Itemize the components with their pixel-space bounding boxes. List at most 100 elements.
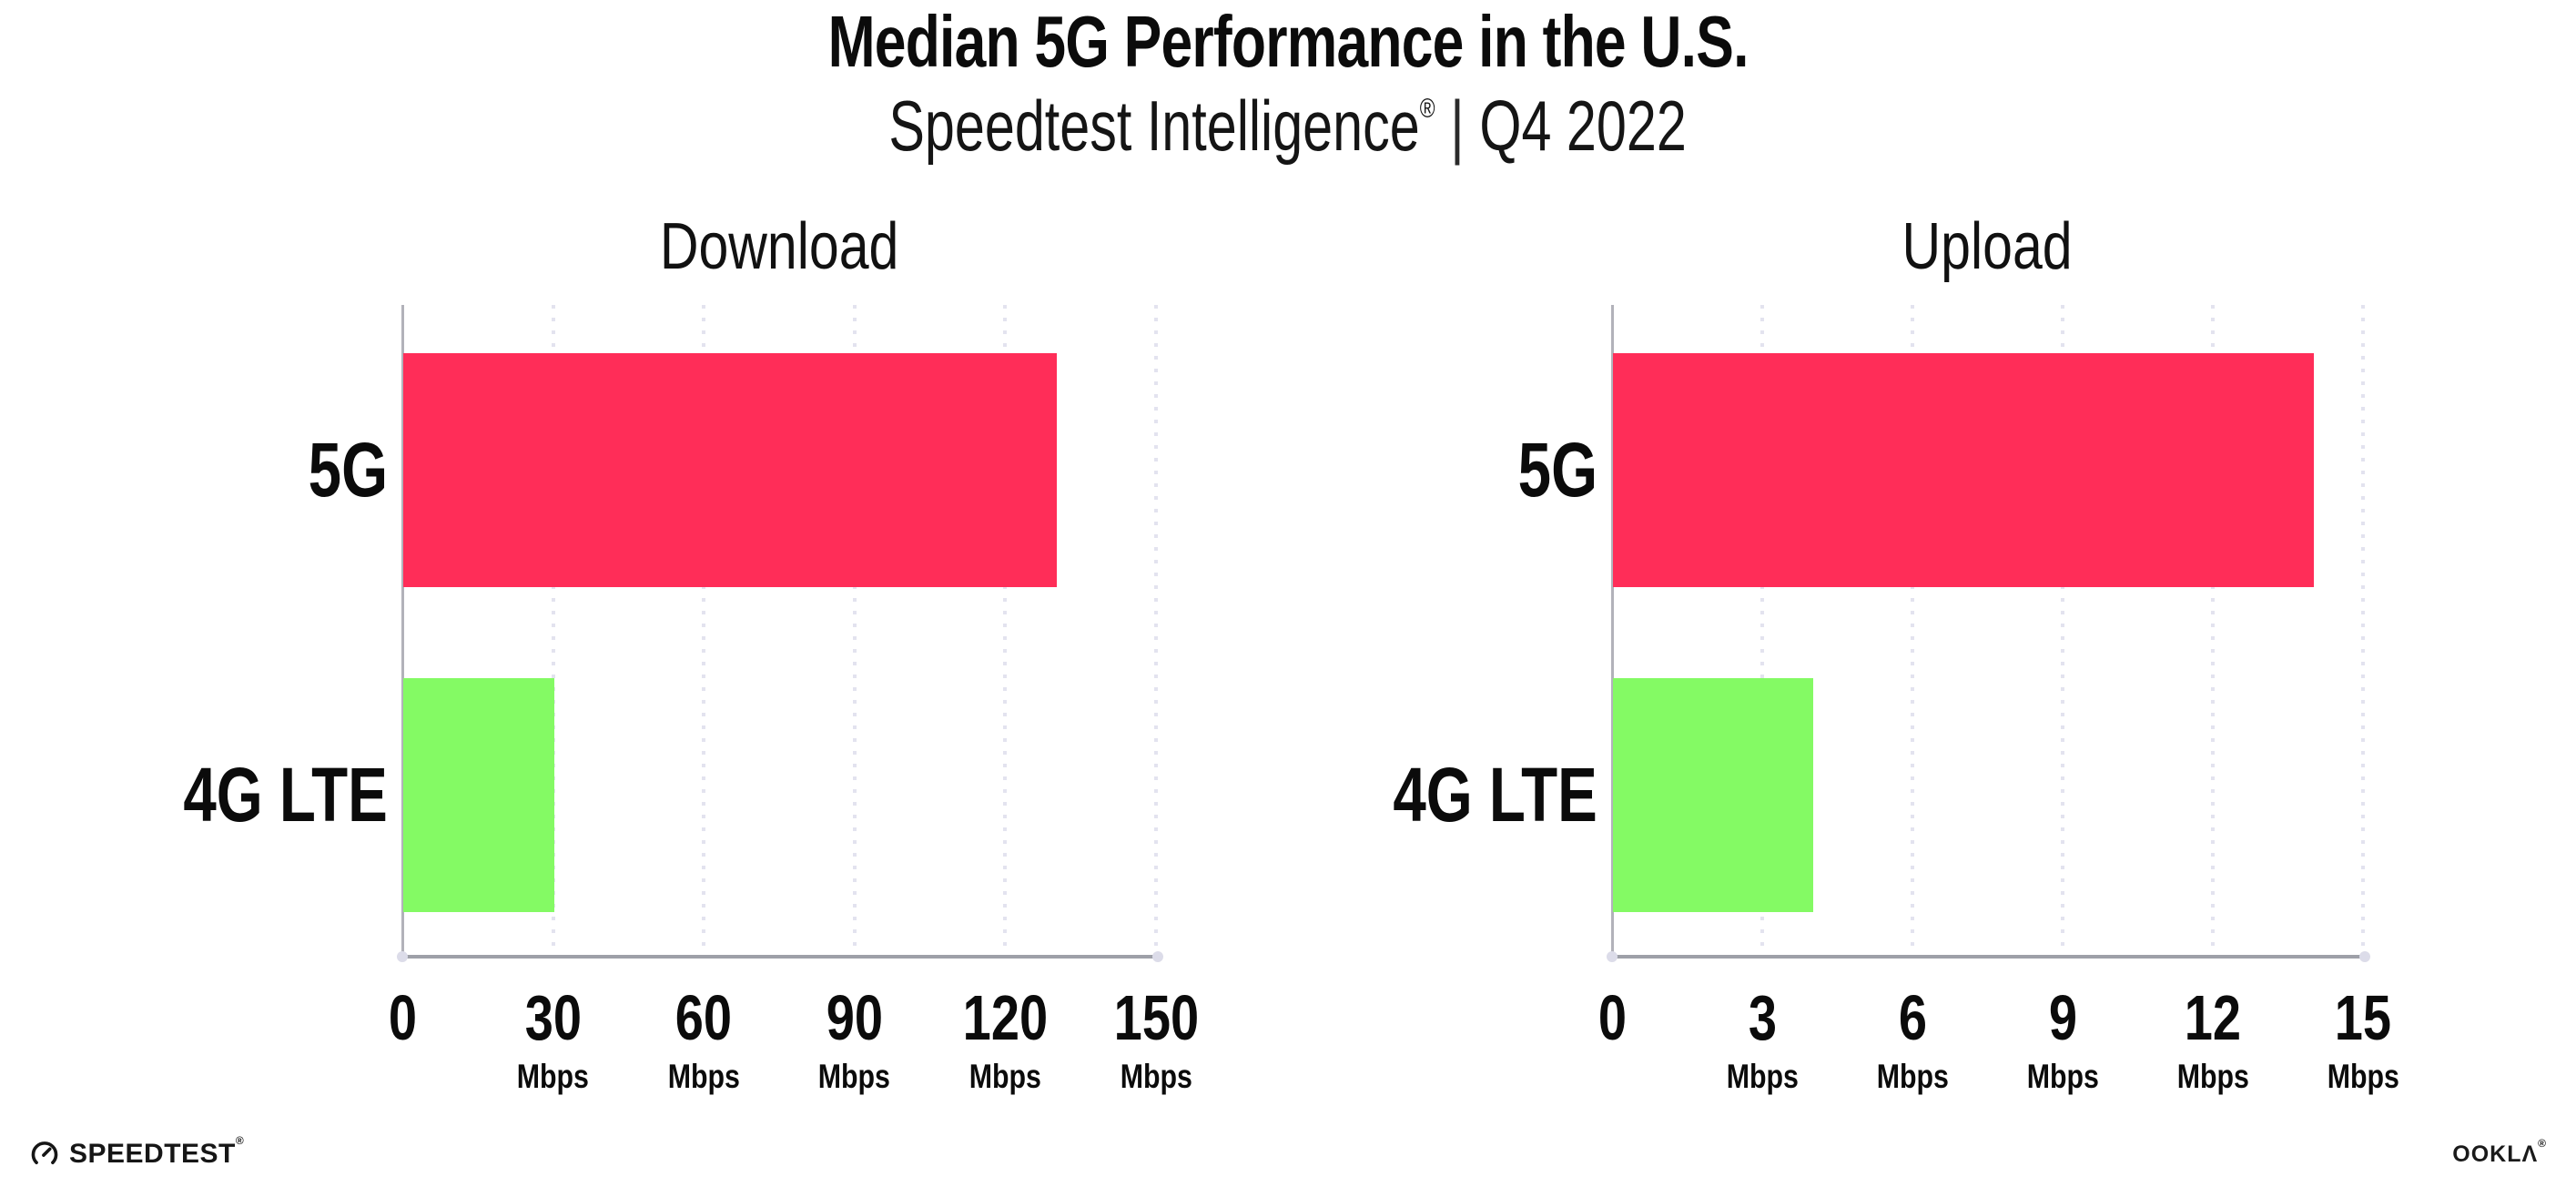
x-tick-unit: Mbps — [2140, 1060, 2286, 1093]
category-label: 5G — [1517, 427, 1597, 512]
gridline — [551, 305, 555, 957]
x-tick-unit: Mbps — [1083, 1060, 1229, 1093]
speedtest-logo: SPEEDTEST® — [30, 1135, 244, 1169]
gridline — [1003, 305, 1008, 957]
x-tick-unit-text: Mbps — [516, 1058, 590, 1095]
subtitle-separator: | — [1450, 86, 1465, 166]
speedtest-logo-text: SPEEDTEST® — [69, 1135, 244, 1169]
category-label: 5G — [308, 427, 388, 512]
x-tick-value: 3 — [1689, 986, 1835, 1050]
x-tick-value-text: 12 — [2184, 982, 2242, 1053]
x-tick-label: 90 Mbps — [782, 986, 928, 1093]
x-tick-label: 120 Mbps — [932, 986, 1078, 1093]
ookla-wordmark: OOKLΛ — [2452, 1141, 2539, 1167]
chart-title: Upload — [1612, 214, 2363, 279]
x-tick-value-text: 3 — [1748, 982, 1777, 1053]
x-tick-value-text: 90 — [826, 982, 883, 1053]
x-tick-label: 150 Mbps — [1083, 986, 1229, 1093]
upload-chart-plot: Upload 0 3 Mbps 6 Mbps 9 Mbps 12 Mbps 15 Mbps 5G 4G L… — [1394, 214, 2399, 1093]
x-tick-label: 6 Mbps — [1840, 986, 1985, 1093]
x-tick-unit: Mbps — [1689, 1060, 1835, 1093]
bar-4g-lte — [1613, 678, 1813, 912]
x-axis-end-dot — [2359, 951, 2370, 962]
x-tick-label: 3 Mbps — [1689, 986, 1835, 1093]
subtitle-period: Q4 2022 — [1479, 86, 1688, 166]
y-axis-line — [1611, 305, 1614, 959]
y-axis-line — [401, 305, 404, 959]
x-tick-unit: Mbps — [1840, 1060, 1985, 1093]
x-tick-value: 150 — [1083, 986, 1229, 1050]
bar-4g-lte — [403, 678, 554, 912]
x-tick-value: 0 — [1539, 986, 1685, 1050]
x-tick-label: 9 Mbps — [1990, 986, 2135, 1093]
x-tick-label: 15 Mbps — [2290, 986, 2436, 1093]
x-tick-unit: Mbps — [2290, 1060, 2436, 1093]
x-tick-value: 90 — [782, 986, 928, 1050]
x-tick-unit-text: Mbps — [1726, 1058, 1799, 1095]
x-tick-unit-text: Mbps — [667, 1058, 740, 1095]
gridline — [2211, 305, 2215, 957]
x-tick-unit-text: Mbps — [2327, 1058, 2399, 1095]
x-tick-unit-text: Mbps — [2026, 1058, 2099, 1095]
x-tick-value-text: 120 — [962, 982, 1049, 1053]
x-tick-unit-text: Mbps — [969, 1058, 1041, 1095]
bar-5g — [1613, 353, 2314, 587]
x-tick-value: 0 — [330, 986, 475, 1050]
x-tick-label: 30 Mbps — [481, 986, 626, 1093]
page-title: Median 5G Performance in the U.S. — [0, 4, 2576, 80]
ookla-logo-text: OOKLΛ® — [2452, 1138, 2547, 1167]
x-axis-end-dot — [1152, 951, 1163, 962]
x-tick-unit-text: Mbps — [1120, 1058, 1192, 1095]
gridline — [1154, 305, 1158, 957]
x-tick-value: 12 — [2140, 986, 2286, 1050]
gridline — [2361, 305, 2365, 957]
x-axis-line — [1607, 951, 2370, 962]
x-tick-label: 0 — [1539, 986, 1685, 1050]
gridline — [1760, 305, 1764, 957]
x-tick-value: 15 — [2290, 986, 2436, 1050]
x-tick-value-text: 15 — [2334, 982, 2392, 1053]
x-tick-value-text: 0 — [1597, 982, 1627, 1053]
x-tick-unit: Mbps — [481, 1060, 626, 1093]
registered-mark-icon: ® — [1420, 94, 1435, 124]
x-tick-unit-text: Mbps — [818, 1058, 891, 1095]
gridline — [2061, 305, 2064, 957]
x-tick-label: 12 Mbps — [2140, 986, 2286, 1093]
x-axis-line — [397, 951, 1163, 962]
x-tick-value: 60 — [631, 986, 776, 1050]
x-tick-label: 60 Mbps — [631, 986, 776, 1093]
chart-title-text: Upload — [1902, 210, 2074, 283]
chart-title: Download — [402, 214, 1156, 279]
x-tick-value-text: 150 — [1113, 982, 1199, 1053]
x-tick-value: 6 — [1840, 986, 1985, 1050]
category-label: 4G LTE — [183, 752, 388, 837]
page-subtitle: Speedtest Intelligence® | Q4 2022 — [0, 86, 2576, 166]
x-tick-value: 9 — [1990, 986, 2135, 1050]
x-tick-value-text: 30 — [524, 982, 582, 1053]
gridline — [852, 305, 857, 957]
x-tick-unit: Mbps — [782, 1060, 928, 1093]
page-title-text: Median 5G Performance in the U.S. — [827, 1, 1749, 82]
x-tick-value-text: 60 — [675, 982, 733, 1053]
x-tick-value-text: 0 — [388, 982, 417, 1053]
ookla-registered-icon: ® — [2538, 1137, 2547, 1150]
x-axis-end-dot — [397, 951, 408, 962]
category-label: 4G LTE — [1393, 752, 1597, 837]
chart-title-text: Download — [659, 210, 899, 283]
x-tick-unit: Mbps — [631, 1060, 776, 1093]
speedtest-registered-icon: ® — [235, 1134, 245, 1147]
download-chart-plot: Download 0 30 Mbps 60 Mbps 90 Mbps 120 Mbps 150 Mbp… — [184, 214, 1199, 1093]
speedtest-wordmark: SPEEDTEST — [69, 1139, 236, 1169]
x-tick-value: 30 — [481, 986, 626, 1050]
x-axis-end-dot — [1607, 951, 1618, 962]
x-tick-unit: Mbps — [932, 1060, 1078, 1093]
subtitle-brand: Speedtest Intelligence — [888, 86, 1421, 166]
x-tick-unit-text: Mbps — [1876, 1058, 1949, 1095]
x-tick-label: 0 — [330, 986, 475, 1050]
gridline — [1911, 305, 1914, 957]
x-tick-value-text: 9 — [2048, 982, 2077, 1053]
x-tick-value: 120 — [932, 986, 1078, 1050]
x-tick-unit: Mbps — [1990, 1060, 2135, 1093]
ookla-logo: OOKLΛ® — [2452, 1138, 2547, 1167]
